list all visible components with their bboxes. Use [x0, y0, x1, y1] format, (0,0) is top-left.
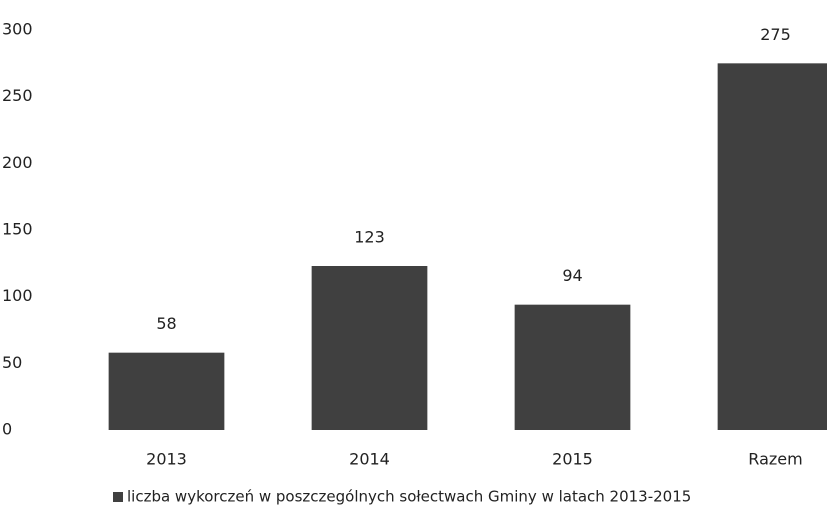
x-tick-label: 2014 [349, 450, 390, 469]
bar [514, 304, 631, 430]
y-tick-label: 200 [2, 153, 33, 172]
x-tick-label: Razem [748, 450, 802, 469]
bar [717, 63, 827, 430]
x-tick-label: 2015 [552, 450, 593, 469]
y-tick-label: 50 [2, 353, 22, 372]
bar [108, 352, 225, 430]
legend-swatch [113, 492, 123, 502]
legend-label: liczba wykorczeń w poszczególnych sołect… [127, 488, 691, 506]
y-tick-label: 100 [2, 286, 33, 305]
bar [311, 266, 428, 430]
y-tick-label: 250 [2, 86, 33, 105]
data-label: 94 [562, 266, 582, 285]
x-tick-label: 2013 [146, 450, 187, 469]
data-label: 58 [156, 314, 176, 333]
y-tick-label: 300 [2, 20, 33, 39]
y-tick-label: 0 [2, 420, 12, 439]
y-tick-label: 150 [2, 220, 33, 239]
data-label: 275 [760, 25, 791, 44]
data-label: 123 [354, 228, 385, 247]
